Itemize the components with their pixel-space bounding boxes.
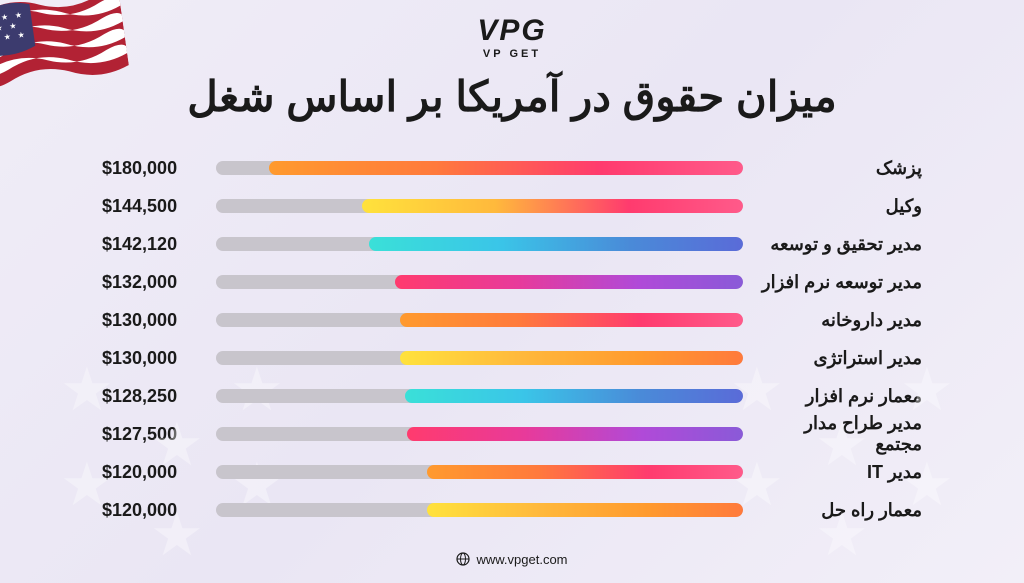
bar-label: مدیر داروخانه	[757, 310, 922, 331]
bar-fill	[362, 199, 743, 213]
chart-row: $128,250 معمار نرم افزار	[102, 377, 922, 415]
bar-label: مدیر IT	[757, 462, 922, 483]
bar-value: $144,500	[102, 196, 202, 217]
chart-row: $144,500 وکیل	[102, 187, 922, 225]
bar-label: مدیر طراح مدار مجتمع	[757, 413, 922, 455]
bar-fill	[269, 161, 743, 175]
svg-text:★: ★	[9, 21, 17, 31]
chart-row: $180,000 پزشک	[102, 149, 922, 187]
chart-row: $130,000 مدیر داروخانه	[102, 301, 922, 339]
bar-track	[216, 275, 743, 289]
logo-main: VPG	[0, 14, 1024, 48]
svg-text:★: ★	[3, 32, 11, 42]
chart-row: $130,000 مدیر استراتژی	[102, 339, 922, 377]
footer: www.vpget.com	[0, 552, 1024, 569]
bar-track	[216, 237, 743, 251]
logo-sub: VP GET	[0, 48, 1024, 60]
bar-track	[216, 199, 743, 213]
logo: VPG VP GET	[0, 0, 1024, 60]
bar-track	[216, 503, 743, 517]
bar-fill	[400, 313, 743, 327]
chart-row: $132,000 مدیر توسعه نرم افزار	[102, 263, 922, 301]
bar-value: $128,250	[102, 386, 202, 407]
chart-row: $127,500 مدیر طراح مدار مجتمع	[102, 415, 922, 453]
footer-url: www.vpget.com	[476, 552, 567, 567]
bar-value: $120,000	[102, 500, 202, 521]
bar-label: وکیل	[757, 196, 922, 217]
bar-label: پزشک	[757, 158, 922, 179]
svg-text:★: ★	[14, 10, 22, 20]
bar-track	[216, 351, 743, 365]
bar-value: $132,000	[102, 272, 202, 293]
bar-track	[216, 427, 743, 441]
bar-fill	[395, 275, 743, 289]
bar-track	[216, 313, 743, 327]
bar-value: $180,000	[102, 158, 202, 179]
bar-fill	[405, 389, 743, 403]
bar-track	[216, 161, 743, 175]
bar-fill	[427, 465, 743, 479]
bar-fill	[369, 237, 743, 251]
chart-row: $120,000 معمار راه حل	[102, 491, 922, 529]
bar-value: $130,000	[102, 348, 202, 369]
bar-label: معمار راه حل	[757, 500, 922, 521]
bar-track	[216, 465, 743, 479]
bar-label: مدیر استراتژی	[757, 348, 922, 369]
bar-value: $127,500	[102, 424, 202, 445]
bar-value: $142,120	[102, 234, 202, 255]
chart-row: $120,000 مدیر IT	[102, 453, 922, 491]
chart-row: $142,120 مدیر تحقیق و توسعه	[102, 225, 922, 263]
bar-label: مدیر توسعه نرم افزار	[757, 272, 922, 293]
svg-text:★: ★	[17, 30, 25, 40]
bar-fill	[400, 351, 743, 365]
bar-fill	[407, 427, 743, 441]
salary-chart: $180,000 پزشک $144,500 وکیل $142,120 مدیر تحق…	[102, 149, 922, 529]
globe-icon	[456, 552, 470, 569]
bar-value: $130,000	[102, 310, 202, 331]
chart-title: میزان حقوق در آمریکا بر اساس شغل	[0, 72, 1024, 121]
bar-label: معمار نرم افزار	[757, 386, 922, 407]
bar-fill	[427, 503, 743, 517]
svg-text:★: ★	[0, 12, 8, 22]
bar-value: $120,000	[102, 462, 202, 483]
bar-label: مدیر تحقیق و توسعه	[757, 234, 922, 255]
bar-track	[216, 389, 743, 403]
